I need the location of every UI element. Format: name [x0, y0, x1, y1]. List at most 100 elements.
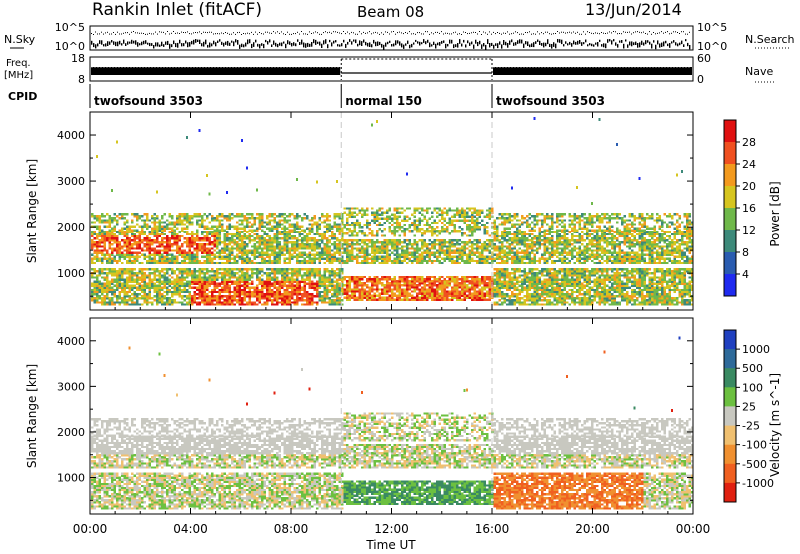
heatmap-cell: [241, 257, 244, 260]
heatmap-cell: [126, 234, 129, 238]
heatmap-cell: [341, 259, 344, 263]
heatmap-cell: [358, 278, 361, 281]
heatmap-cell: [401, 275, 404, 279]
heatmap-cell: [403, 288, 406, 291]
heatmap-cell: [241, 261, 244, 265]
heatmap-cell: [101, 272, 104, 275]
heatmap-cell: [338, 251, 341, 254]
heatmap-cell: [278, 213, 281, 216]
heatmap-cell: [343, 226, 346, 229]
nsky-sky-point: [407, 40, 409, 44]
heatmap-cell: [161, 253, 164, 256]
heatmap-cell: [256, 234, 259, 238]
heatmap-cell: [188, 232, 191, 236]
heatmap-cell: [266, 221, 269, 224]
heatmap-cell: [403, 292, 406, 295]
heatmap-cell: [288, 276, 291, 279]
heatmap-cell: [316, 223, 319, 226]
heatmap-cell: [163, 303, 166, 306]
nsky-sky-point: [595, 42, 597, 45]
heatmap-cell: [188, 217, 191, 220]
heatmap-cell: [206, 297, 209, 300]
heatmap-cell: [391, 259, 394, 263]
heatmap-cell: [371, 259, 374, 263]
nsky-search-point: [673, 31, 674, 33]
nsky-sky-point: [365, 41, 367, 46]
heatmap-cell: [151, 286, 154, 289]
heatmap-cell: [106, 286, 109, 289]
heatmap-cell: [178, 217, 181, 220]
heatmap-cell: [336, 280, 339, 283]
heatmap-cell: [348, 228, 351, 231]
heatmap-cell: [188, 237, 191, 240]
heatmap-cell: [278, 247, 281, 250]
heatmap-cell: [233, 274, 236, 277]
heatmap-cell: [341, 213, 344, 216]
heatmap-cell: [316, 274, 319, 277]
nsky-search-point: [327, 32, 328, 34]
heatmap-cell: [356, 239, 359, 242]
heatmap-cell: [393, 226, 396, 229]
heatmap-cell: [228, 232, 231, 236]
heatmap-cell: [161, 255, 164, 258]
heatmap-cell: [308, 272, 311, 275]
heatmap-cell: [388, 278, 391, 281]
heatmap-cell: [233, 247, 236, 250]
heatmap-cell: [118, 213, 121, 216]
heatmap-cell: [403, 257, 406, 260]
nsky-sky-point: [125, 43, 127, 46]
heatmap-cell: [163, 301, 166, 304]
heatmap-cell: [318, 217, 321, 220]
heatmap-cell: [383, 251, 386, 254]
heatmap-cell: [431, 228, 434, 231]
heatmap-cell: [326, 288, 329, 292]
heatmap-cell: [228, 286, 231, 289]
nsky-sky-point: [249, 39, 251, 44]
nsky-search-point: [411, 33, 412, 35]
heatmap-cell: [151, 282, 154, 285]
heatmap-cell: [366, 207, 369, 210]
heatmap-cell: [91, 230, 94, 234]
heatmap-cell: [166, 270, 169, 273]
heatmap-cell: [166, 251, 169, 254]
nsky-sky-point: [571, 43, 573, 47]
heatmap-cell: [418, 230, 421, 233]
heatmap-cell: [146, 234, 149, 238]
heatmap-cell: [331, 278, 334, 281]
nsky-sky-point: [625, 39, 627, 42]
nsky-sky-point: [477, 42, 479, 47]
heatmap-cell: [371, 245, 374, 248]
heatmap-cell: [188, 303, 191, 306]
nsky-sky-point: [151, 43, 153, 46]
heatmap-cell: [368, 298, 371, 301]
heatmap-cell: [281, 253, 284, 256]
heatmap-cell: [258, 301, 261, 304]
heatmap-cell: [213, 274, 216, 277]
heatmap-cell: [343, 292, 346, 295]
heatmap-cell: [286, 286, 289, 289]
heatmap-cell: [393, 234, 396, 237]
heatmap-cell: [416, 278, 419, 281]
heatmap-cell: [178, 293, 181, 296]
heatmap-cell: [391, 241, 394, 244]
heatmap-cell: [271, 299, 274, 302]
heatmap-cell: [426, 261, 429, 265]
nsky-sky-point: [607, 39, 609, 43]
heatmap-cell: [321, 215, 324, 218]
heatmap-cell: [423, 239, 426, 242]
heatmap-cell: [323, 290, 326, 294]
heatmap-cell: [338, 213, 341, 216]
nsky-search-point: [141, 32, 142, 34]
heatmap-cell: [411, 221, 414, 225]
heatmap-cell: [426, 278, 429, 281]
heatmap-cell: [193, 286, 196, 289]
heatmap-cell: [118, 230, 121, 234]
heatmap-cell: [218, 297, 221, 300]
heatmap-cell: [271, 276, 274, 279]
heatmap-cell: [226, 280, 229, 283]
heatmap-cell: [221, 274, 224, 277]
heatmap-cell: [158, 278, 161, 281]
heatmap-cell: [393, 275, 396, 279]
heatmap-cell: [181, 261, 184, 265]
heatmap-cell: [201, 245, 204, 248]
